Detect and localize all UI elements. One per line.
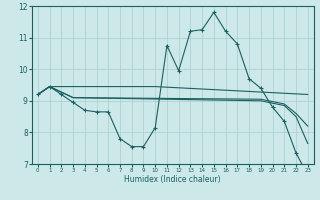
X-axis label: Humidex (Indice chaleur): Humidex (Indice chaleur) — [124, 175, 221, 184]
